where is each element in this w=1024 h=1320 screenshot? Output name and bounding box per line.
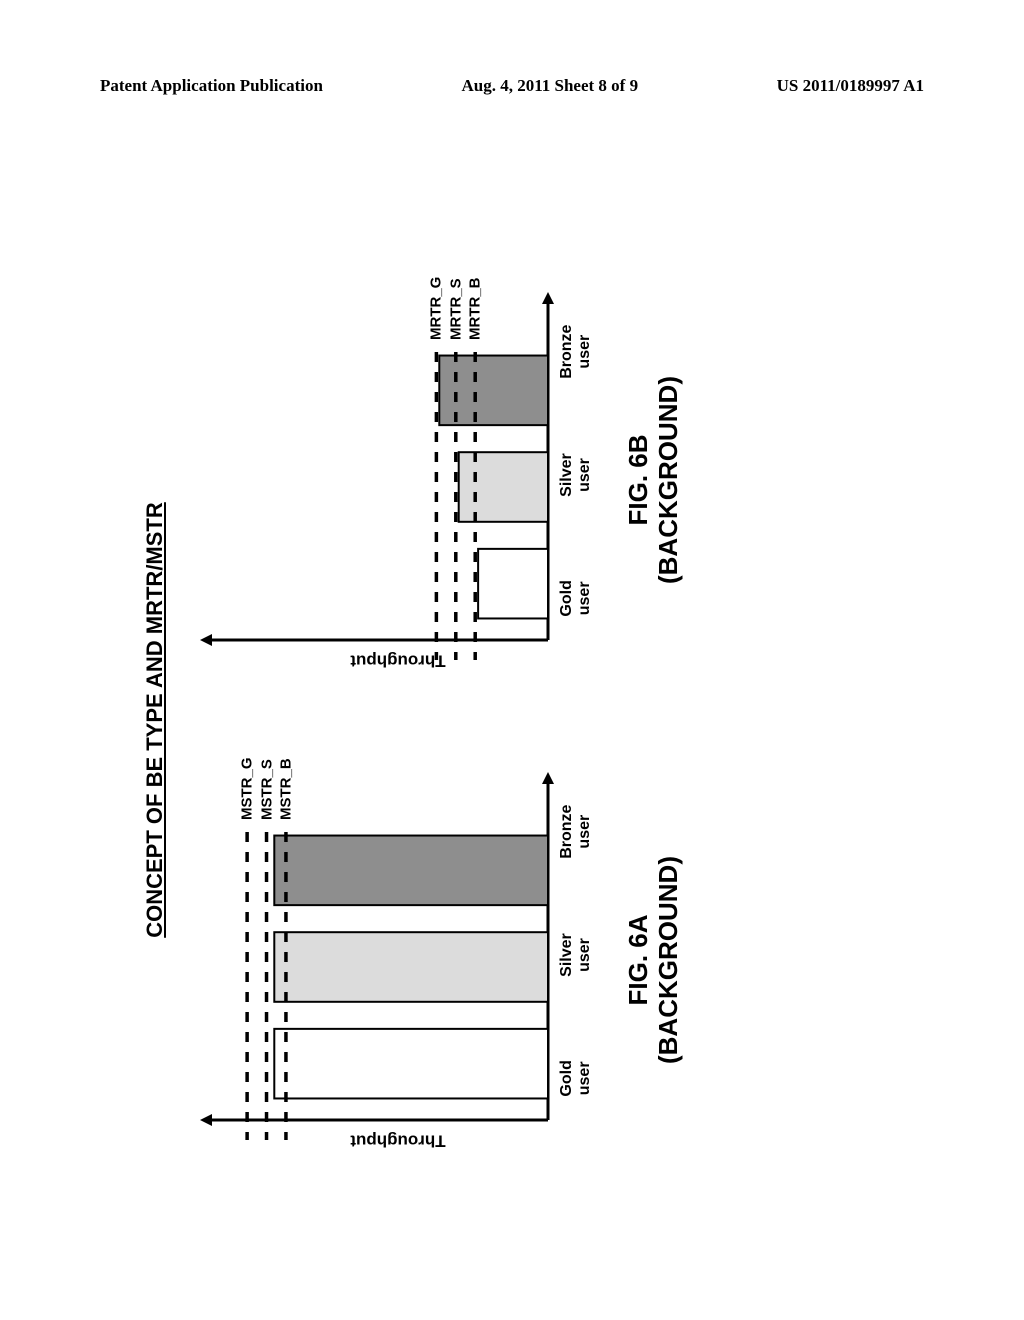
figure-stage: CONCEPT OF BE TYPE AND MRTR/MSTR Through… <box>132 185 892 1255</box>
chart-a-area: Throughput GolduserSilveruserBronzeuser … <box>198 750 598 1170</box>
ref-line-label: MSTR_S <box>258 759 275 820</box>
ref-line-label: MRTR_B <box>467 278 484 341</box>
charts-row: Throughput GolduserSilveruserBronzeuser … <box>198 185 684 1255</box>
ref-line-label: MSTR_G <box>239 757 256 820</box>
caption-line: (BACKGROUND) <box>654 856 684 1064</box>
chart-a-caption: FIG. 6A (BACKGROUND) <box>624 856 684 1064</box>
chart-a-x-labels: GolduserSilveruserBronzeuser <box>558 770 598 1140</box>
chart-b-ref-labels: MRTR_GMRTR_SMRTR_B <box>198 250 558 340</box>
header-center: Aug. 4, 2011 Sheet 8 of 9 <box>461 76 638 96</box>
chart-a: Throughput GolduserSilveruserBronzeuser … <box>198 750 684 1170</box>
x-tick-label: Bronzeuser <box>558 290 598 413</box>
caption-line: FIG. 6B <box>624 376 654 584</box>
caption-line: (BACKGROUND) <box>654 376 684 584</box>
x-tick-label: Bronzeuser <box>558 770 598 893</box>
x-tick-label: Silveruser <box>558 893 598 1016</box>
chart-a-svg <box>198 770 558 1140</box>
ref-line-label: MSTR_B <box>277 758 294 820</box>
figure-title: CONCEPT OF BE TYPE AND MRTR/MSTR <box>142 185 168 1255</box>
x-tick-label: Golduser <box>558 1017 598 1140</box>
page-header: Patent Application Publication Aug. 4, 2… <box>0 76 1024 96</box>
caption-line: FIG. 6A <box>624 856 654 1064</box>
x-tick-label: Golduser <box>558 537 598 660</box>
header-right: US 2011/0189997 A1 <box>777 76 924 96</box>
chart-b-x-labels: GolduserSilveruserBronzeuser <box>558 290 598 660</box>
header-left: Patent Application Publication <box>100 76 323 96</box>
chart-b-svg <box>198 290 558 660</box>
chart-b-area: Throughput GolduserSilveruserBronzeuser … <box>198 270 598 690</box>
chart-b-caption: FIG. 6B (BACKGROUND) <box>624 376 684 584</box>
ref-line-label: MRTR_S <box>447 278 464 340</box>
chart-b: Throughput GolduserSilveruserBronzeuser … <box>198 270 684 690</box>
chart-a-ref-labels: MSTR_GMSTR_SMSTR_B <box>198 730 558 820</box>
ref-line-label: MRTR_G <box>428 277 445 340</box>
x-tick-label: Silveruser <box>558 413 598 536</box>
